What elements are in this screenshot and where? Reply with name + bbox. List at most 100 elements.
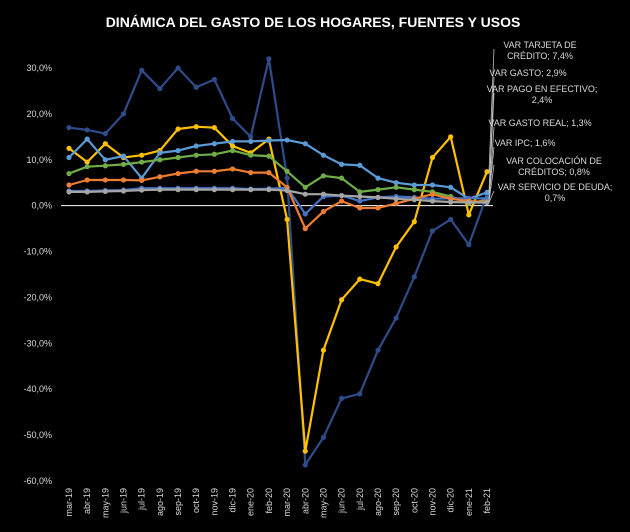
data-point: [429, 154, 436, 161]
data-point: [357, 276, 363, 282]
data-point: [393, 244, 399, 250]
data-point: [229, 187, 236, 193]
data-point: [429, 198, 436, 204]
data-point: [175, 126, 181, 132]
data-point: [193, 152, 199, 158]
series-line: [68, 125, 489, 453]
data-point: [484, 195, 490, 201]
data-point: [175, 187, 181, 193]
data-point: [193, 84, 199, 90]
data-point: [393, 184, 399, 190]
x-tick-label: abr-19: [82, 488, 92, 514]
x-tick-label: jun-20: [337, 488, 347, 514]
data-point: [375, 187, 381, 193]
data-point: [339, 297, 345, 303]
data-point: [175, 65, 181, 71]
data-point: [120, 153, 127, 159]
data-point: [266, 170, 272, 176]
x-tick-label: mar-20: [282, 488, 292, 517]
x-tick-label: nov-19: [209, 488, 219, 516]
data-point: [120, 177, 127, 183]
end-label: VAR GASTO; 2,9%: [489, 68, 566, 78]
series-lines: [66, 56, 490, 468]
data-point: [375, 205, 381, 211]
series-line: [68, 167, 488, 230]
y-tick-label: -50,0%: [23, 430, 52, 440]
x-tick-label: jul-19: [137, 488, 147, 511]
data-point: [139, 159, 145, 165]
data-point: [211, 141, 217, 147]
data-point: [66, 189, 72, 195]
data-point: [102, 157, 108, 163]
data-point: [339, 192, 345, 199]
y-tick-label: -20,0%: [23, 292, 52, 302]
y-tick-label: 10,0%: [26, 155, 52, 165]
end-label: VAR IPC; 1,6%: [495, 138, 556, 148]
data-point: [66, 125, 72, 131]
data-point: [120, 188, 127, 194]
y-tick-label: -40,0%: [23, 384, 52, 394]
y-axis: 30,0% 20,0% 10,0% 0,0% -10,0% -20,0% -30,0% -40…: [23, 63, 493, 486]
end-label: 2,4%: [532, 95, 553, 105]
end-label: VAR SERVICIO DE DEUDA;: [498, 182, 613, 192]
data-point: [393, 200, 399, 206]
x-tick-label: ago-19: [155, 488, 165, 516]
data-point: [229, 148, 236, 154]
x-tick-label: oct-19: [191, 488, 201, 513]
x-tick-label: feb-21: [482, 488, 492, 514]
data-point: [411, 187, 417, 193]
x-tick-label: abr-20: [300, 488, 310, 514]
data-point: [84, 159, 90, 165]
data-point: [284, 137, 290, 143]
data-point: [448, 184, 454, 190]
leader-line: [488, 92, 495, 195]
x-tick-label: jun-19: [119, 488, 129, 514]
data-point: [102, 131, 108, 137]
data-point: [193, 168, 199, 174]
series-6: [66, 187, 490, 206]
data-point: [229, 166, 236, 172]
x-tick-label: may-20: [318, 488, 328, 518]
data-point: [193, 124, 199, 130]
data-point: [393, 196, 399, 202]
data-point: [102, 188, 108, 195]
data-point: [466, 199, 472, 206]
data-point: [429, 228, 436, 234]
data-point: [448, 199, 454, 205]
series-line: [68, 57, 489, 466]
data-point: [302, 448, 308, 454]
data-point: [429, 191, 436, 197]
data-point: [411, 274, 417, 280]
data-point: [211, 187, 217, 193]
data-point: [266, 56, 272, 62]
data-point: [157, 86, 163, 92]
data-point: [248, 134, 254, 140]
data-point: [157, 187, 163, 193]
data-point: [175, 170, 181, 177]
x-tick-label: oct-20: [409, 488, 419, 513]
data-point: [302, 141, 308, 147]
data-point: [375, 281, 381, 287]
data-point: [357, 162, 363, 168]
data-point: [320, 209, 327, 215]
data-point: [84, 136, 90, 142]
data-point: [375, 194, 381, 201]
data-point: [393, 315, 399, 321]
series-0: [66, 56, 490, 468]
series-2: [66, 136, 490, 202]
chart-title: DINÁMICA DEL GASTO DE LOS HOGARES, FUENT…: [106, 14, 521, 30]
data-point: [84, 177, 90, 183]
y-tick-label: -60,0%: [23, 476, 52, 486]
data-point: [411, 197, 417, 203]
leader-line: [488, 164, 495, 203]
data-point: [229, 115, 236, 122]
data-point: [448, 216, 454, 223]
data-point: [84, 127, 90, 133]
data-point: [157, 157, 163, 163]
data-point: [320, 434, 327, 441]
y-tick-label: 20,0%: [26, 109, 52, 119]
series-line: [68, 149, 488, 205]
data-point: [357, 205, 363, 211]
data-point: [211, 125, 217, 131]
